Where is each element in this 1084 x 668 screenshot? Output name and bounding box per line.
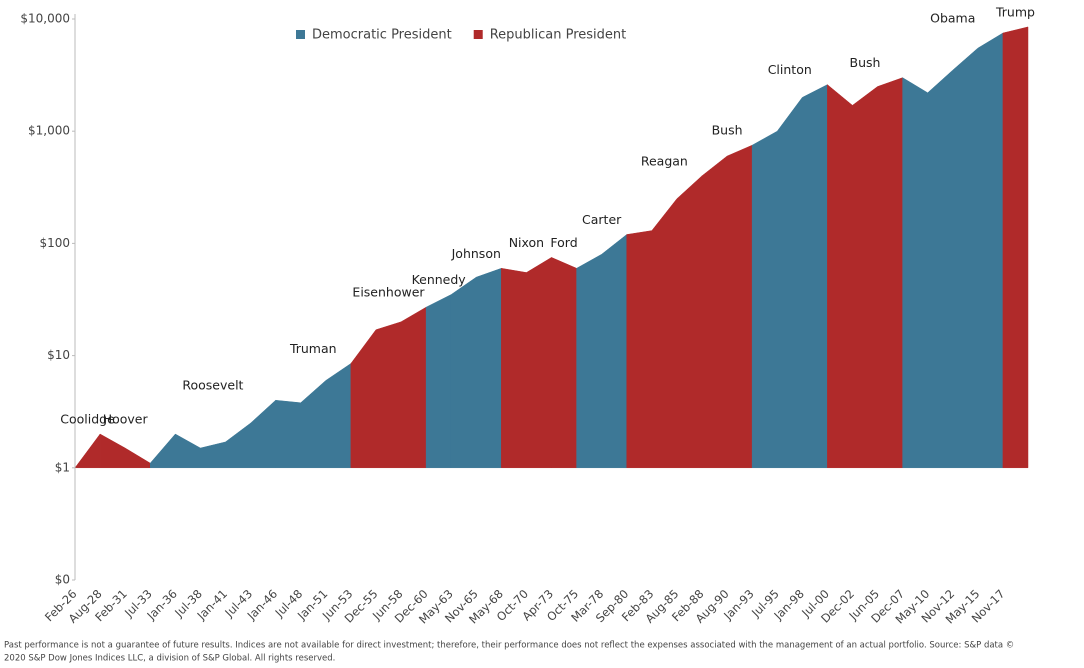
plot-area [74,26,1029,469]
term-area [751,84,828,469]
term-area [701,144,753,469]
president-label: Ford [550,235,577,250]
president-label: Trump [995,4,1035,19]
term-area [425,294,452,469]
term-area [450,267,502,469]
term-area [576,234,627,469]
y-tick-label: $1,000 [28,124,70,138]
president-label: Nixon [509,235,544,250]
term-area [149,399,276,469]
y-tick-label: $1 [55,460,70,474]
president-label: Hoover [103,412,149,427]
y-tick-label: $100 [39,236,70,250]
president-label: Kennedy [412,272,467,287]
footnote: 2020 S&P Dow Jones Indices LLC, a divisi… [4,654,335,664]
president-label: Bush [850,55,881,70]
term-area [1002,26,1029,469]
term-area [902,32,1004,469]
y-tick-label: $0 [55,573,70,587]
president-label: Bush [712,123,743,138]
legend-swatch [296,30,305,39]
term-area [275,363,352,469]
y-tick-label: $10 [47,348,70,362]
term-area [501,256,552,469]
president-label: Carter [582,212,622,227]
president-label: Reagan [641,153,688,168]
president-label: Clinton [768,62,812,77]
president-label: Johnson [451,246,501,261]
president-label: Eisenhower [352,285,425,300]
term-area [99,433,151,469]
term-area [626,175,703,469]
president-label: Obama [930,11,975,26]
legend-swatch [473,30,483,39]
footnote: Past performance is not a guarantee of f… [4,641,1014,651]
president-label: Truman [289,341,337,356]
president-label: Roosevelt [182,378,243,393]
term-area [74,433,101,469]
legend-label: Republican President [490,28,627,43]
term-area [827,77,903,469]
term-area [350,306,427,469]
legend-label: Democratic President [312,28,452,43]
term-area [551,257,577,469]
president-label: Coolidge [60,412,115,427]
y-tick-label: $10,000 [20,12,70,26]
